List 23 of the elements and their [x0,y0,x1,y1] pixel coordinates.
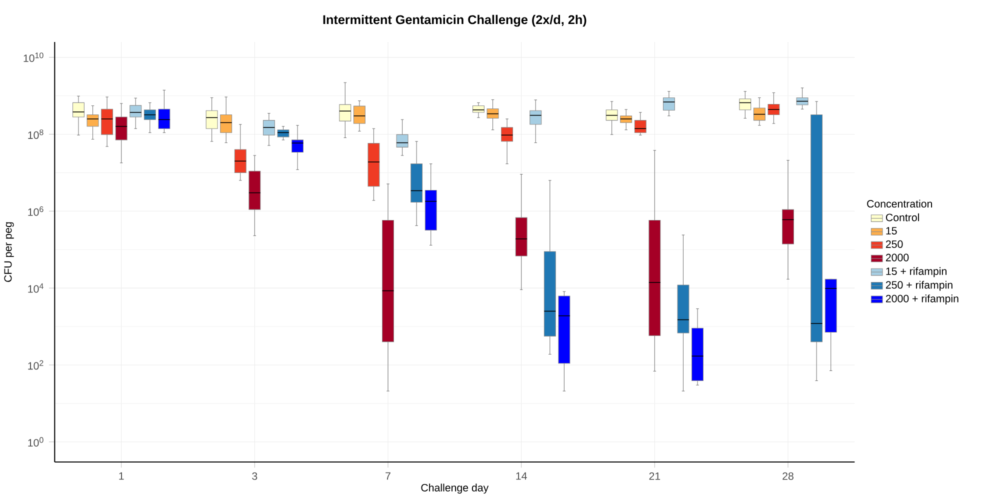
x-tick-label: 21 [649,472,660,480]
y-tick-label: 10$^{2}$ [28,360,44,370]
x-tick-label: 7 [386,472,390,480]
legend-label: 15 + rifampin [886,267,946,278]
legend-label: 2000 + rifampin [886,294,958,304]
y-tick-label: 10$^{6}$ [28,206,44,216]
legend-label: Control [886,213,919,222]
legend-label: 250 [886,240,903,248]
x-tick-label: 14 [516,472,527,480]
y-tick-label: 10$^{8}$ [28,130,44,139]
y-tick-label: 10$^{4}$ [28,283,44,293]
x-tick-label: 1 [119,472,124,480]
y-tick-label: 10$^{0}$ [28,437,44,447]
x-tick-label: 28 [782,472,794,480]
x-axis-title: Challenge day [421,484,489,494]
x-tick-label: 3 [252,472,258,480]
legend-label: 15 [886,227,897,235]
y-axis-title: CFU per peg [4,222,14,282]
legend-label: 2000 [886,254,909,262]
legend-label: 250 + rifampin [886,280,952,291]
legend-title: Concentration [867,200,932,208]
y-tick-label: 10$^{10}$ [24,52,44,62]
chart-title: Intermittent Gentamicin Challenge (2x/d, 2h) [323,14,586,27]
